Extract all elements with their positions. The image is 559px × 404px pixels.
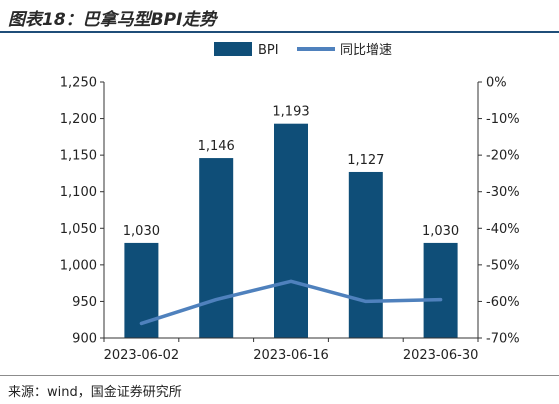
x-tick-label: 2023-06-16 [253, 348, 329, 363]
bar-data-labels: 1,030 1,146 1,193 1,127 1,030 [123, 105, 459, 239]
title-divider [0, 31, 559, 33]
left-tick-label: 1,200 [60, 112, 97, 127]
legend-label-bpi: BPI [258, 43, 279, 58]
bar-value-label: 1,030 [422, 224, 459, 239]
bar-value-label: 1,127 [347, 153, 384, 168]
bar [423, 242, 458, 338]
x-axis: 2023-06-02 2023-06-16 2023-06-30 [103, 337, 479, 363]
left-tick-label: 900 [72, 332, 97, 347]
left-y-axis: 900 950 1,000 1,050 1,100 1,150 1,200 1,250 [60, 76, 105, 347]
left-tick-label: 1,150 [60, 149, 97, 164]
chart-title: 图表18：巴拿马型BPI走势 [8, 10, 217, 30]
legend: BPI 同比增速 [214, 42, 392, 58]
bar-series [124, 123, 458, 338]
title-bar: 图表18：巴拿马型BPI走势 [0, 0, 559, 33]
left-tick-label: 950 [72, 295, 97, 310]
left-tick-label: 1,250 [60, 76, 97, 91]
x-tick-label: 2023-06-30 [403, 348, 479, 363]
left-tick-label: 1,100 [60, 185, 97, 200]
left-tick-label: 1,000 [60, 258, 97, 273]
right-tick-label: -40% [486, 222, 520, 237]
source-note: 来源：wind，国金证券研究所 [8, 385, 182, 400]
bar [274, 123, 308, 338]
bar [199, 158, 234, 338]
right-tick-label: -70% [486, 332, 520, 347]
bar-value-label: 1,193 [272, 105, 309, 120]
bar-value-label: 1,030 [123, 224, 160, 239]
bpi-chart: BPI 同比增速 900 950 1,000 1,050 1,100 1,150 1,200 1… [60, 42, 520, 363]
right-tick-label: -60% [486, 295, 520, 310]
legend-swatch-bpi [214, 42, 252, 56]
bar [348, 171, 383, 338]
right-y-axis: 0% -10% -20% -30% -40% -50% -60% -70% [477, 76, 520, 347]
right-tick-label: -10% [486, 112, 520, 127]
line-series [139, 279, 443, 326]
x-tick-label: 2023-06-02 [104, 348, 180, 363]
right-tick-label: 0% [486, 76, 507, 91]
right-tick-label: -30% [486, 185, 520, 200]
legend-label-yoy: 同比增速 [340, 43, 392, 58]
footer-divider [0, 375, 559, 376]
right-tick-label: -50% [486, 258, 520, 273]
left-tick-label: 1,050 [60, 222, 97, 237]
right-tick-label: -20% [486, 149, 520, 164]
bar-value-label: 1,146 [198, 139, 235, 154]
